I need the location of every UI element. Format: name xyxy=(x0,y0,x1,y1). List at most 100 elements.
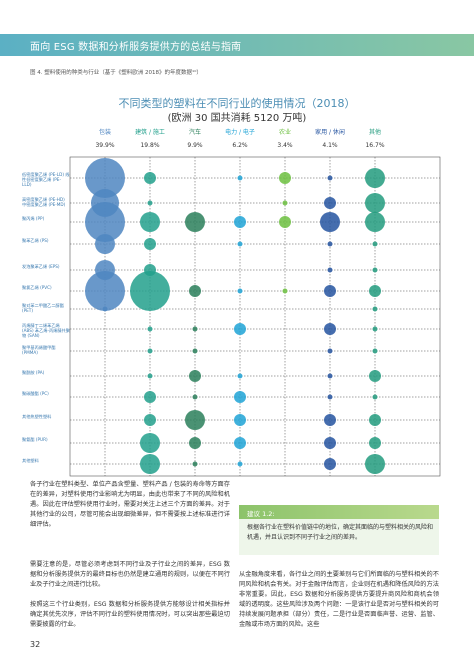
bubble xyxy=(140,212,160,232)
bubble xyxy=(365,212,385,232)
body-paragraph-right: 从金融角度来看，各行业之间的主要差别与它们所面临的与塑料相关的不同风险和机会有关… xyxy=(239,571,439,628)
chart-frame xyxy=(69,156,441,477)
bubble xyxy=(324,323,336,335)
bubble xyxy=(147,326,153,332)
column-label: 汽车 xyxy=(189,128,201,136)
bubble xyxy=(237,373,243,379)
bubble xyxy=(102,306,108,312)
row-label: 聚碳酸酯 (PC) xyxy=(22,391,49,396)
row-label: 聚氯乙烯 (PVC) xyxy=(22,285,52,290)
bubble xyxy=(372,348,378,354)
advice-header: 建议 1.2: xyxy=(239,505,439,519)
bubble xyxy=(324,458,336,470)
bubble xyxy=(144,414,156,426)
bubble xyxy=(192,394,198,400)
bubble xyxy=(85,202,125,242)
column-label: 建筑 / 施工 xyxy=(135,128,165,136)
bubble xyxy=(327,348,333,354)
body-paragraph-1: 各子行业在塑料类型、单位产品含塑量、塑料产品 / 包装的寿命等方面存在的差异，对… xyxy=(30,481,230,528)
bubble xyxy=(327,267,333,273)
column-percent: 39.9% xyxy=(95,142,114,149)
bubble xyxy=(372,326,378,332)
bubble xyxy=(130,271,170,311)
bubble xyxy=(369,370,381,382)
bubble xyxy=(189,285,201,297)
bubble xyxy=(372,394,378,400)
bubble xyxy=(192,348,198,354)
chart-subtitle: (欧洲 30 国共消耗 5120 万吨) xyxy=(167,113,307,124)
bubble xyxy=(234,323,246,335)
bubble xyxy=(237,288,243,294)
bubble xyxy=(279,216,291,228)
bubble xyxy=(147,373,153,379)
bubble xyxy=(185,410,205,430)
column-percent: 3.4% xyxy=(277,142,293,149)
column-label: 农业 xyxy=(279,128,291,136)
bubble xyxy=(189,370,201,382)
row-label: 聚丙烯 (PP) xyxy=(22,216,45,221)
row-label: 聚甲基丙烯酸甲酯 (PMMA) xyxy=(22,345,56,355)
bubble xyxy=(279,172,291,184)
row-label: 聚氨酯 (PUR) xyxy=(22,437,48,442)
row-label: 其他热塑性塑料 xyxy=(22,414,52,419)
bubble xyxy=(140,433,160,453)
bubble xyxy=(147,200,153,206)
advice-text: 根据各行业在塑料价值链中的地位，确定其面临的与塑料相关的风险和机遇，并且认识到不… xyxy=(247,524,434,541)
bubble xyxy=(365,193,385,213)
bubble xyxy=(144,391,156,403)
bubble xyxy=(327,394,333,400)
bubble xyxy=(324,414,336,426)
bubble xyxy=(369,285,381,297)
bubble xyxy=(237,461,243,467)
bubble xyxy=(192,326,198,332)
bubble xyxy=(140,454,160,474)
bubble xyxy=(282,288,288,294)
bubble xyxy=(234,414,246,426)
column-percent: 16.7% xyxy=(365,142,384,149)
bubble xyxy=(324,197,336,209)
row-label: 低密度聚乙烯 (PE-LD) 线性低密度聚乙烯 (PE-LLD) xyxy=(22,172,70,187)
bubble xyxy=(237,175,243,181)
bubble xyxy=(234,437,246,449)
bubble xyxy=(372,267,378,273)
bubble xyxy=(365,454,385,474)
row-label: 丙烯腈丁二烯苯乙烯 (ABS) 苯乙烯-丙烯腈共聚物 (SAN) xyxy=(22,323,70,338)
column-label: 家用 / 休闲 xyxy=(315,128,345,136)
body-paragraph-2: 需要注意的是，尽管必须考虑到不同行业及子行业之间的差异，ESG 数据和分析服务提… xyxy=(30,561,230,588)
figure-caption: 图 4. 塑料使用的种类与行业（基于《塑料欧洲 2018》的年度数据¹⁰） xyxy=(30,70,202,76)
chart-title: 不同类型的塑料在不同行业的使用情况（2018） xyxy=(118,97,356,110)
bubble xyxy=(85,271,125,311)
bubble xyxy=(185,212,205,232)
bubble xyxy=(372,306,378,312)
row-label: 聚对苯二甲酸乙二醇酯 (PET) xyxy=(22,303,64,313)
column-percent: 19.8% xyxy=(140,142,159,149)
bubble xyxy=(324,437,336,449)
bubble xyxy=(327,373,333,379)
advice-title: 建议 1.2: xyxy=(247,510,275,518)
bubble xyxy=(282,200,288,206)
column-label: 电力 / 电子 xyxy=(225,128,255,136)
row-label: 聚苯乙烯 (PS) xyxy=(22,238,49,243)
bubble xyxy=(327,241,333,247)
bubble xyxy=(365,168,385,188)
bubble xyxy=(327,175,333,181)
bubble xyxy=(237,241,243,247)
bubble xyxy=(192,461,198,467)
bubble xyxy=(234,391,246,403)
page-number: 32 xyxy=(30,640,41,649)
body-paragraph-3: 按照这三个行业类别，ESG 数据和分析服务提供方能够设计相关指标并确定其优先次序… xyxy=(30,601,230,628)
row-label: 聚酰胺 (PA) xyxy=(22,370,45,375)
column-percent: 9.9% xyxy=(187,142,203,149)
bubble xyxy=(324,285,336,297)
row-label: 其他塑料 xyxy=(22,458,39,463)
bubble xyxy=(234,216,246,228)
row-label: 发泡聚苯乙烯 (EPS) xyxy=(22,264,60,269)
bubble xyxy=(144,238,156,250)
bubble xyxy=(369,414,381,426)
section-header-title: 面向 ESG 数据和分析服务提供方的总结与指南 xyxy=(30,42,242,53)
bubble xyxy=(320,212,340,232)
bubble xyxy=(85,158,125,198)
column-percent: 6.2% xyxy=(232,142,248,149)
column-label: 包装 xyxy=(99,128,111,136)
